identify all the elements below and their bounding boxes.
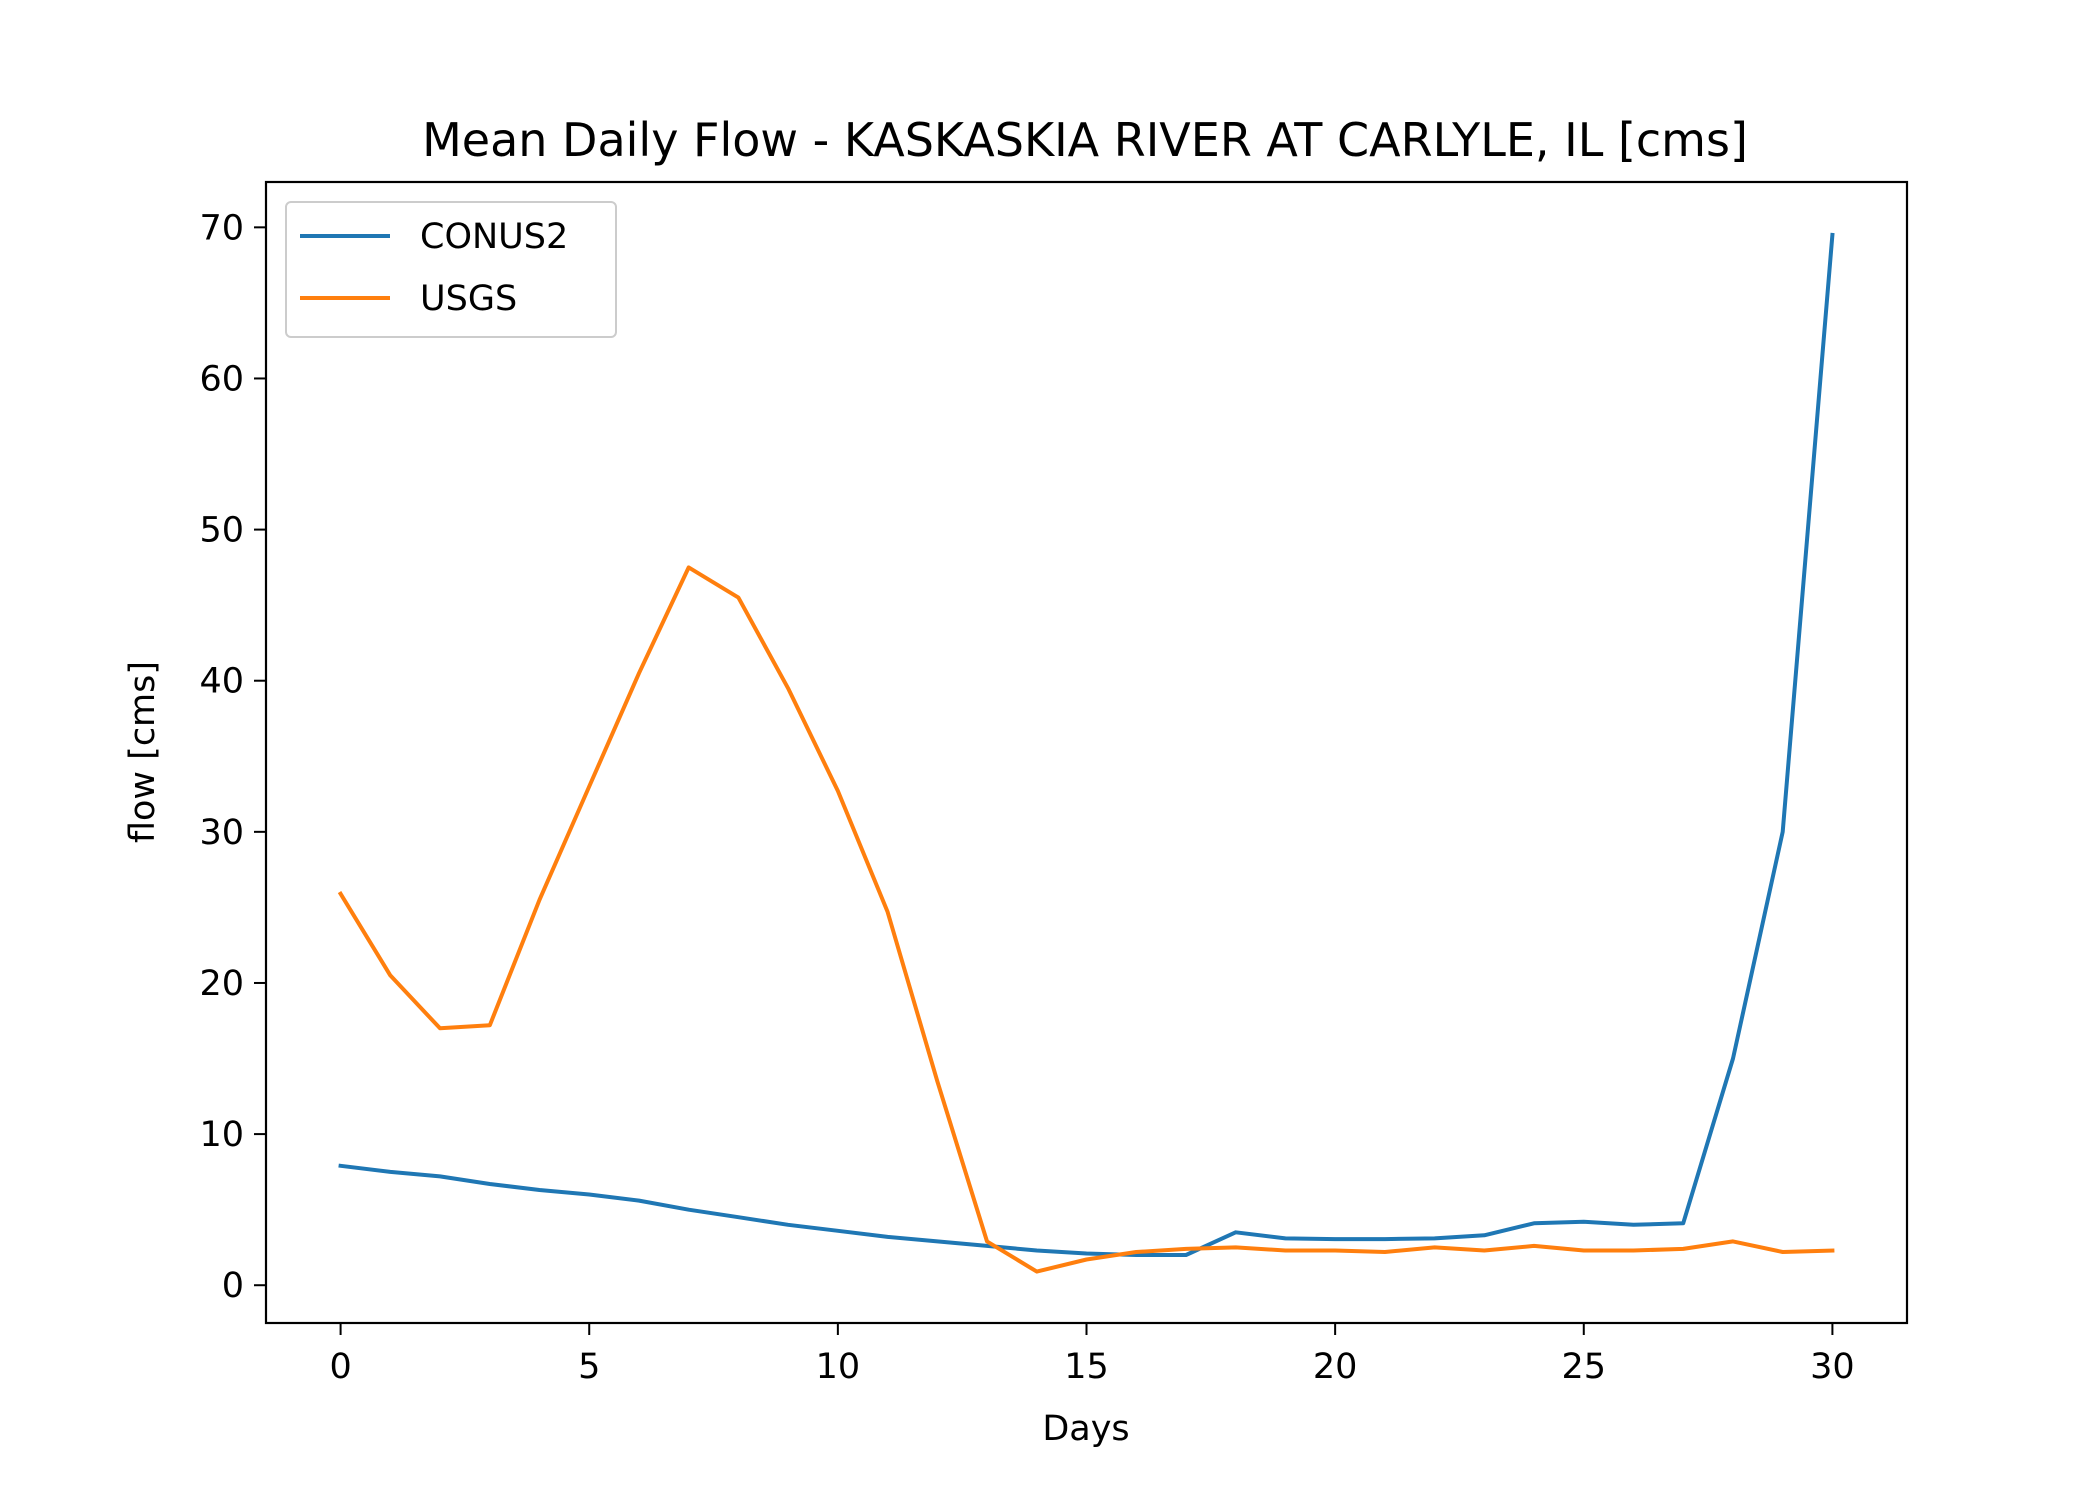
y-tick-label: 10	[199, 1115, 244, 1155]
x-tick-label: 30	[1810, 1347, 1855, 1387]
legend: CONUS2 USGS	[285, 201, 617, 338]
y-axis-label: flow [cms]	[123, 661, 163, 843]
series-lines	[337, 232, 1835, 1274]
y-axis-ticks: 0 10 20 30 40 50 60 70	[199, 208, 266, 1306]
legend-label-conus2: CONUS2	[420, 217, 568, 257]
x-tick-label: 5	[578, 1347, 600, 1387]
x-axis-ticks: 0 5 10 15 20 25 30	[329, 1323, 1855, 1387]
y-tick-label: 40	[199, 662, 244, 702]
series-line-usgs	[337, 565, 1835, 1274]
x-tick-label: 25	[1561, 1347, 1606, 1387]
plot-area-frame	[264, 180, 1909, 1325]
y-tick-label: 50	[199, 511, 244, 551]
x-tick-label: 0	[329, 1347, 351, 1387]
y-tick-label: 70	[199, 208, 244, 248]
y-tick-label: 60	[199, 359, 244, 399]
y-tick-label: 0	[222, 1266, 244, 1306]
x-tick-label: 10	[816, 1347, 861, 1387]
legend-label-usgs: USGS	[420, 279, 517, 319]
x-tick-label: 20	[1313, 1347, 1358, 1387]
x-axis-label: Days	[1042, 1409, 1129, 1449]
x-tick-label: 15	[1064, 1347, 1109, 1387]
chart-title: Mean Daily Flow - KASKASKIA RIVER AT CAR…	[422, 113, 1748, 167]
y-tick-label: 30	[199, 813, 244, 853]
y-tick-label: 20	[199, 964, 244, 1004]
series-line-conus2	[338, 232, 1835, 1257]
